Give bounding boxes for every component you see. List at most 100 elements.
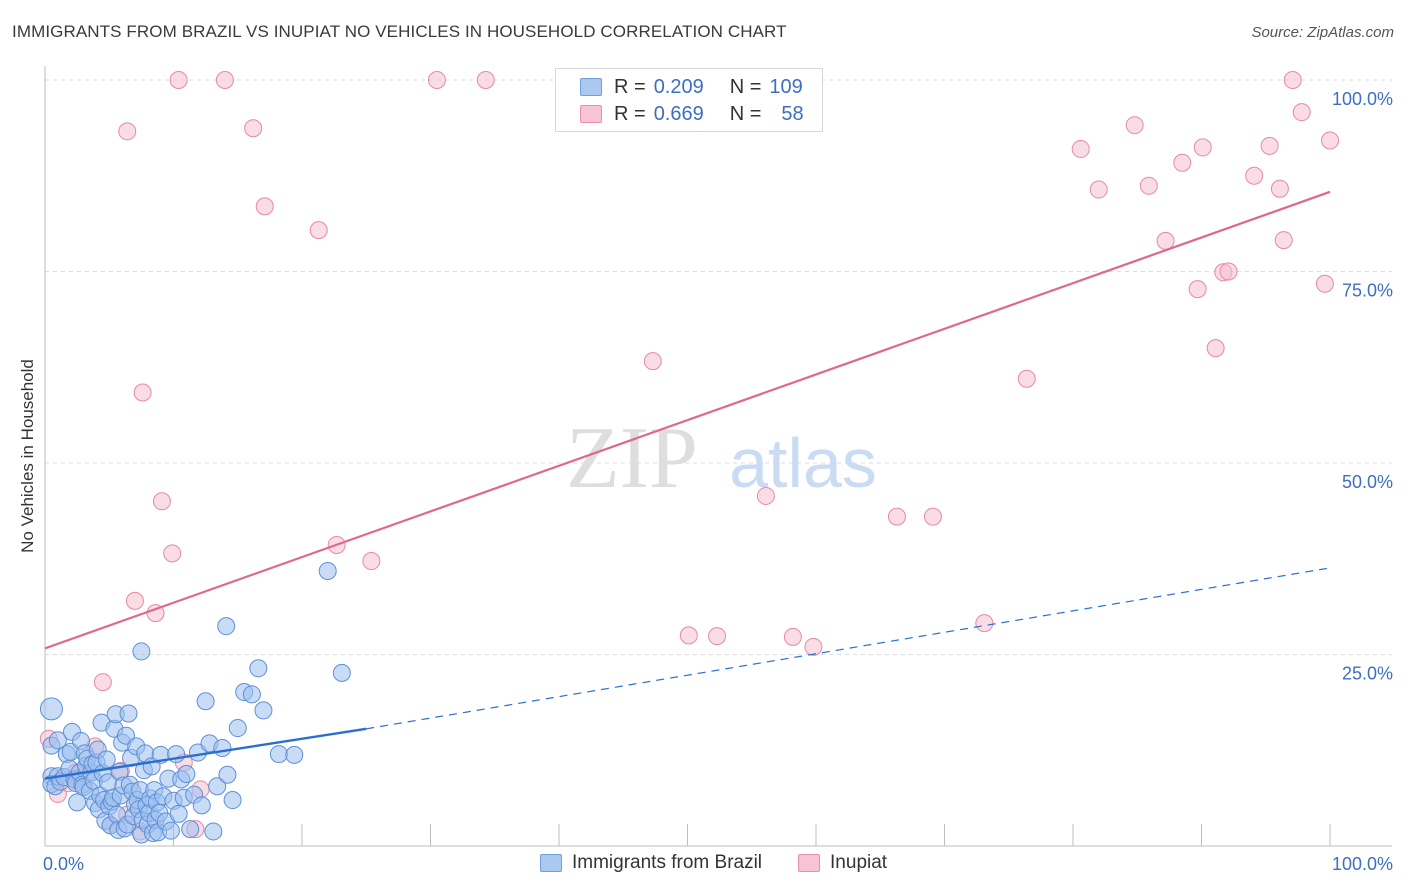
correlation-legend: R = 0.209 N = 109 R = 0.669 N = 58 [555,68,823,132]
brazil-point [269,745,288,764]
inupiat-point [476,71,495,89]
inupiat-trend-line [44,190,1331,650]
brazil-point [132,642,151,661]
inupiat-point [643,352,662,371]
brazil-point [254,701,273,720]
inupiat-point [1139,176,1158,195]
brazil-point [249,659,268,678]
inupiat-point [1260,136,1279,155]
legend-label-brazil: Immigrants from Brazil [572,852,763,873]
legend-swatch-pink [798,854,821,872]
brazil-point [285,745,304,764]
legend-row-inupiat: R = 0.669 N = 58 [580,102,804,126]
inupiat-point [1270,179,1289,198]
n-label: N = [729,75,762,98]
watermark-zip: ZIP [566,410,698,507]
legend-item-brazil: Immigrants from Brazil [540,852,762,874]
series-legend: Immigrants from Brazil Inupiat [540,852,923,874]
brazil-point [223,791,242,810]
inupiat-point [1274,231,1293,250]
legend-label-inupiat: Inupiat [830,852,888,873]
brazil-point [196,692,215,711]
inupiat-point [169,71,188,89]
brazil-point [242,685,261,704]
inupiat-point [975,614,994,633]
trend-lines [44,190,1331,780]
brazil-point [213,738,232,757]
chart-title: IMMIGRANTS FROM BRAZIL VS INUPIAT NO VEH… [12,22,787,41]
inupiat-point [125,591,144,610]
brazil-trend-line-dashed [366,567,1331,730]
inupiat-point [133,383,152,402]
inupiat-point [756,486,775,505]
inupiat-point [1089,180,1108,199]
inupiat-point [1156,231,1175,250]
inupiat-point [1321,131,1339,150]
r-label: R = [614,75,646,98]
r-label: R = [614,102,646,125]
brazil-points [39,562,351,844]
n-value: 58 [781,102,804,125]
brazil-point [39,697,63,721]
inupiat-point [1283,71,1302,89]
inupiat-point [118,122,137,141]
brazil-point [208,777,227,796]
brazil-point [169,804,188,823]
inupiat-point [255,197,274,216]
inupiat-points [39,71,1339,841]
inupiat-point [1173,153,1192,172]
brazil-point [48,731,67,750]
inupiat-point [1125,116,1144,135]
brazil-point [119,704,138,723]
n-label: N = [729,102,762,125]
inupiat-point [1292,103,1311,122]
watermark: ZIP atlas [566,410,877,507]
n-value: 109 [769,75,803,98]
brazil-point [97,750,116,769]
source-label: Source: ZipAtlas.com [1251,24,1394,41]
inupiat-point [93,673,112,692]
inupiat-point [152,492,171,511]
x-tick-label: 0.0% [43,854,84,874]
inupiat-point [923,507,942,526]
r-value: 0.669 [653,102,704,125]
inupiat-point [783,627,802,646]
legend-item-inupiat: Inupiat [798,852,887,874]
y-tick-label: 50.0% [1342,472,1393,492]
inupiat-point [887,507,906,526]
inupiat-point [1206,339,1225,358]
inupiat-point [679,626,698,645]
y-tick-label: 25.0% [1342,664,1393,684]
brazil-point [332,663,351,682]
brazil-point [228,719,247,738]
watermark-atlas: atlas [729,424,877,502]
inupiat-point [1188,280,1207,299]
r-value: 0.209 [653,75,704,98]
inupiat-point [1245,166,1264,185]
brazil-point [177,764,196,783]
inupiat-point [244,119,263,138]
axes [44,66,1392,847]
tick-labels: 25.0% 50.0% 75.0% 100.0% 0.0% 100.0% [43,89,1393,874]
brazil-point [161,821,180,840]
inupiat-point [804,637,823,656]
brazil-point [218,765,237,784]
y-tick-label: 100.0% [1332,89,1393,109]
inupiat-point [1071,139,1090,158]
x-tick-label: 100.0% [1332,854,1393,874]
brazil-trend-line [44,727,367,780]
legend-swatch-blue [540,854,562,872]
inupiat-point [163,544,182,563]
inupiat-point [427,71,446,89]
inupiat-point [1219,262,1238,281]
brazil-point [181,820,200,839]
y-tick-label: 75.0% [1342,281,1393,301]
inupiat-point [708,627,727,646]
legend-row-brazil: R = 0.209 N = 109 [580,75,803,99]
legend-swatch-blue [580,78,602,96]
brazil-point [204,822,223,841]
inupiat-point [1017,369,1036,388]
brazil-point [68,793,87,812]
inupiat-point [215,71,234,89]
